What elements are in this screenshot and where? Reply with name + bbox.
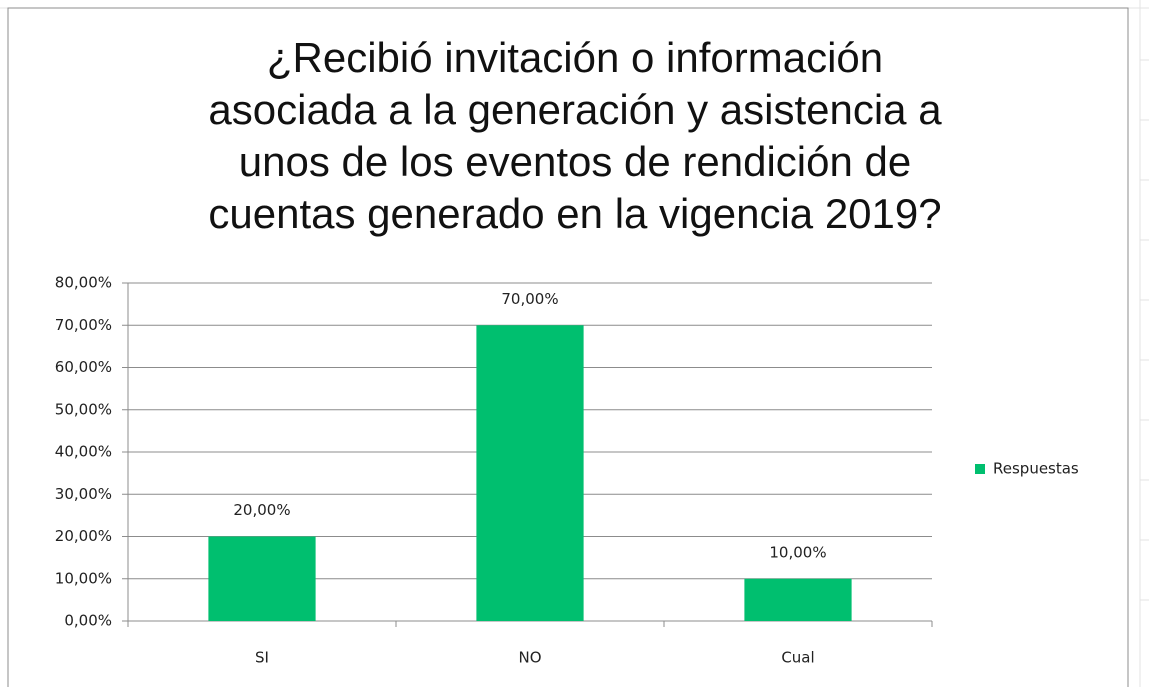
bar [476,325,584,621]
legend-label: Respuestas [993,460,1079,478]
x-tick-label: Cual [781,649,814,667]
data-label: 20,00% [233,501,290,519]
y-tick-label: 80,00% [55,274,112,292]
y-tick-label: 30,00% [55,485,112,503]
y-tick-label: 20,00% [55,527,112,545]
x-tick-label: SI [255,649,269,667]
data-label: 10,00% [769,543,826,561]
x-tick-label: NO [518,649,541,667]
y-tick-label: 0,00% [64,612,112,630]
y-tick-label: 40,00% [55,443,112,461]
legend-swatch [975,464,985,474]
chart-title: ¿Recibió invitación o información asocia… [208,34,942,237]
bar [208,536,316,621]
data-label: 70,00% [501,290,558,308]
y-tick-label: 10,00% [55,569,112,587]
y-tick-label: 50,00% [55,400,112,418]
y-tick-label: 70,00% [55,316,112,334]
bar [744,578,852,621]
y-tick-label: 60,00% [55,358,112,376]
